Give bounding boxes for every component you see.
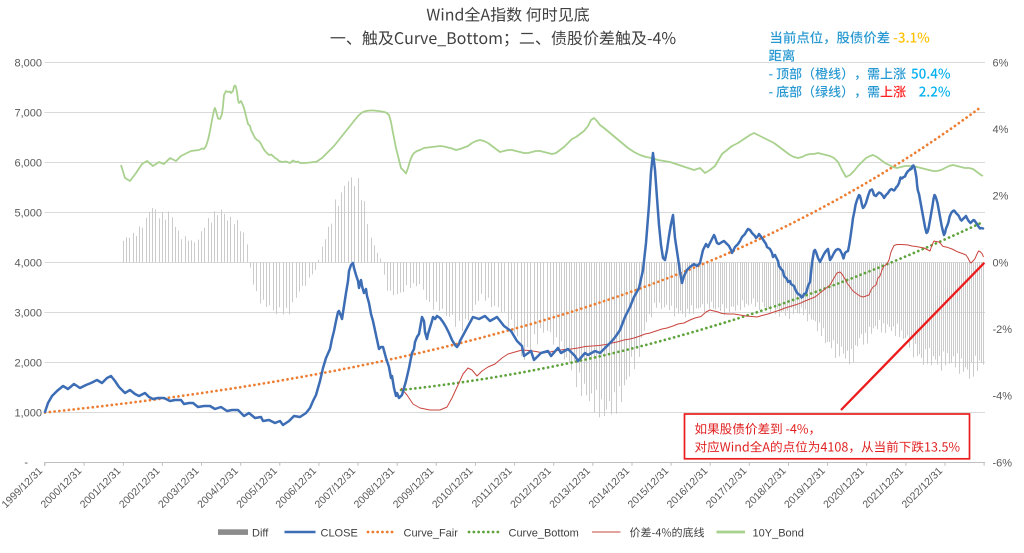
svg-text:10Y_Bond: 10Y_Bond (753, 528, 804, 540)
svg-text:6,000: 6,000 (14, 157, 42, 169)
svg-text:Curve_Bottom: Curve_Bottom (509, 528, 579, 540)
svg-text:6%: 6% (993, 57, 1009, 69)
svg-text:CLOSE: CLOSE (321, 528, 358, 540)
svg-text:5,000: 5,000 (14, 207, 42, 219)
svg-text:8,000: 8,000 (14, 57, 42, 69)
svg-text:0%: 0% (993, 257, 1009, 269)
svg-text:Diff: Diff (252, 528, 269, 540)
svg-text:3,000: 3,000 (14, 307, 42, 319)
svg-text:2,000: 2,000 (14, 357, 42, 369)
svg-text:4%: 4% (993, 124, 1009, 136)
svg-text:-: - (24, 457, 28, 469)
svg-text:7,000: 7,000 (14, 107, 42, 119)
svg-text:1,000: 1,000 (14, 407, 42, 419)
svg-text:Curve_Fair: Curve_Fair (404, 528, 459, 540)
svg-text:-6%: -6% (993, 457, 1013, 469)
svg-text:-4%: -4% (993, 391, 1013, 403)
svg-text:4,000: 4,000 (14, 257, 42, 269)
svg-text:2%: 2% (993, 191, 1009, 203)
svg-text:-2%: -2% (993, 324, 1013, 336)
